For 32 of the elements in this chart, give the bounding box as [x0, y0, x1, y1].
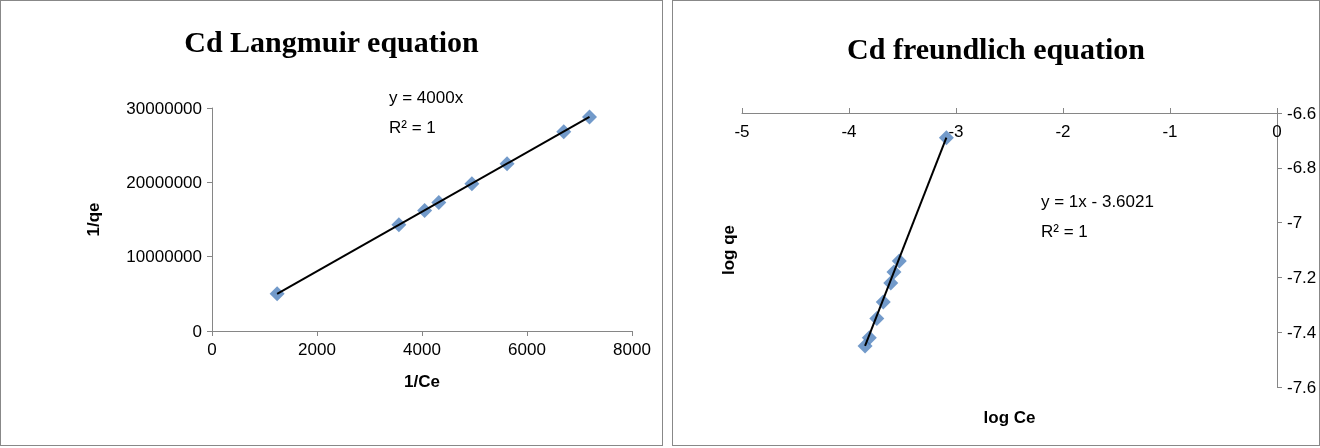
y-tick-label: -6.6 — [1287, 103, 1317, 123]
x-tick-label: -4 — [841, 122, 857, 141]
y-axis-title: 1/qe — [84, 202, 103, 237]
x-tick-label: 4000 — [403, 340, 441, 359]
x-tick-label: -2 — [1055, 122, 1071, 141]
y-tick-label: -7 — [1287, 213, 1303, 233]
y-tick-label: -7.4 — [1287, 322, 1317, 342]
x-tick-label: 2000 — [298, 340, 336, 359]
x-axis-title: log Ce — [983, 408, 1036, 427]
y-tick-label: 10000000 — [126, 247, 202, 267]
y-tick-label: -7.6 — [1287, 377, 1317, 397]
x-tick-label: 8000 — [613, 340, 651, 359]
y-tick-label: -6.8 — [1287, 158, 1317, 178]
y-tick-label: 30000000 — [126, 98, 202, 118]
x-tick-label: -1 — [1162, 122, 1178, 141]
x-tick-label: -5 — [734, 122, 750, 141]
x-tick-label: 0 — [207, 340, 217, 359]
chart-title: Cd freundlich equation — [847, 31, 1146, 65]
point — [581, 109, 597, 125]
x-axis-title: 1/Ce — [404, 372, 440, 391]
annotation: y = 1x - 3.6021 — [1041, 192, 1154, 211]
x-tick-label: 6000 — [508, 340, 546, 359]
y-axis-title: log qe — [719, 224, 738, 276]
y-tick-label: 20000000 — [126, 172, 202, 192]
y-tick-label: -7.2 — [1287, 267, 1317, 287]
annotation: R² = 1 — [1041, 222, 1088, 241]
y-tick-label: 0 — [192, 321, 202, 341]
x-tick-label: 0 — [1272, 122, 1282, 141]
annotation: R² = 1 — [389, 118, 436, 137]
chart-title: Cd Langmuir equation — [184, 24, 480, 58]
x-tick-label: -3 — [948, 122, 964, 141]
text: y = 4000x — [389, 88, 464, 107]
